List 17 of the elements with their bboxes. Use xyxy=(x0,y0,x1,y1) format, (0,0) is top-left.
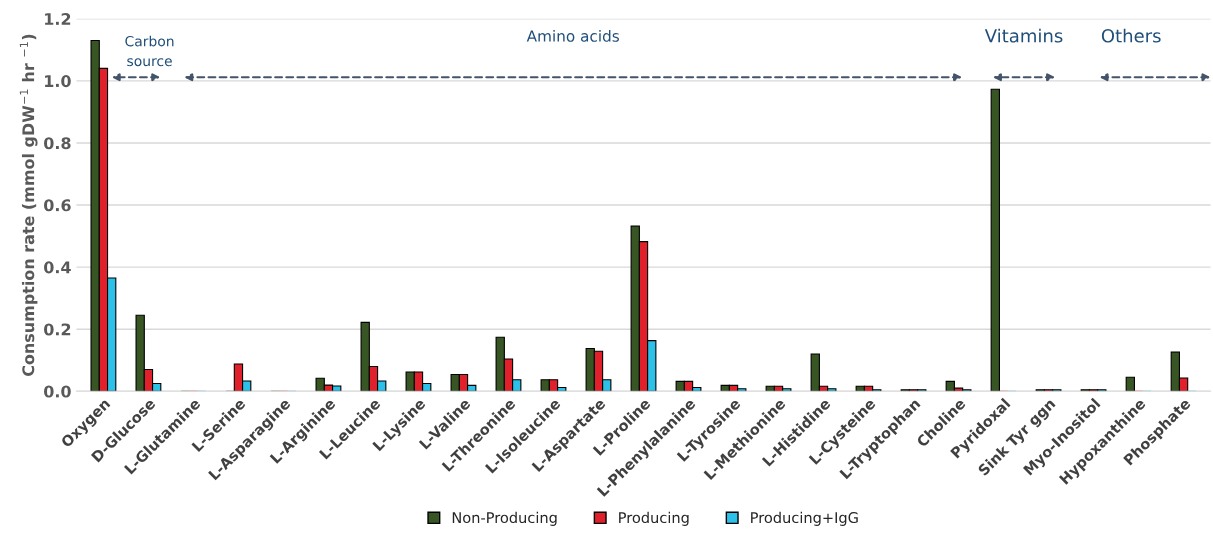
bar xyxy=(1125,376,1135,392)
legend-label: Producing xyxy=(619,511,689,526)
annotation: Others xyxy=(1101,28,1161,43)
y-tick-label: 1.2 xyxy=(45,12,71,25)
y-tick-label: 0.2 xyxy=(44,323,71,336)
y-axis-title: Consumption rate (mmol gDW$^{−1}$ hr $^{−1}$) xyxy=(19,34,38,377)
legend-label: Non-Producing xyxy=(452,511,557,526)
legend-label: Producing+IgG xyxy=(751,511,858,526)
bar xyxy=(990,88,1000,392)
y-tick-label: 0.0 xyxy=(44,385,71,398)
y-tick-label: 1.0 xyxy=(45,75,71,88)
y-tick-label: 0.6 xyxy=(44,199,71,212)
y-tick-label: 0.8 xyxy=(44,137,71,150)
annotation: Vitamins xyxy=(984,28,1063,43)
annotation: Carbon source xyxy=(125,35,174,67)
annotation: Amino acids xyxy=(526,29,619,42)
y-tick-label: 0.4 xyxy=(44,261,71,274)
